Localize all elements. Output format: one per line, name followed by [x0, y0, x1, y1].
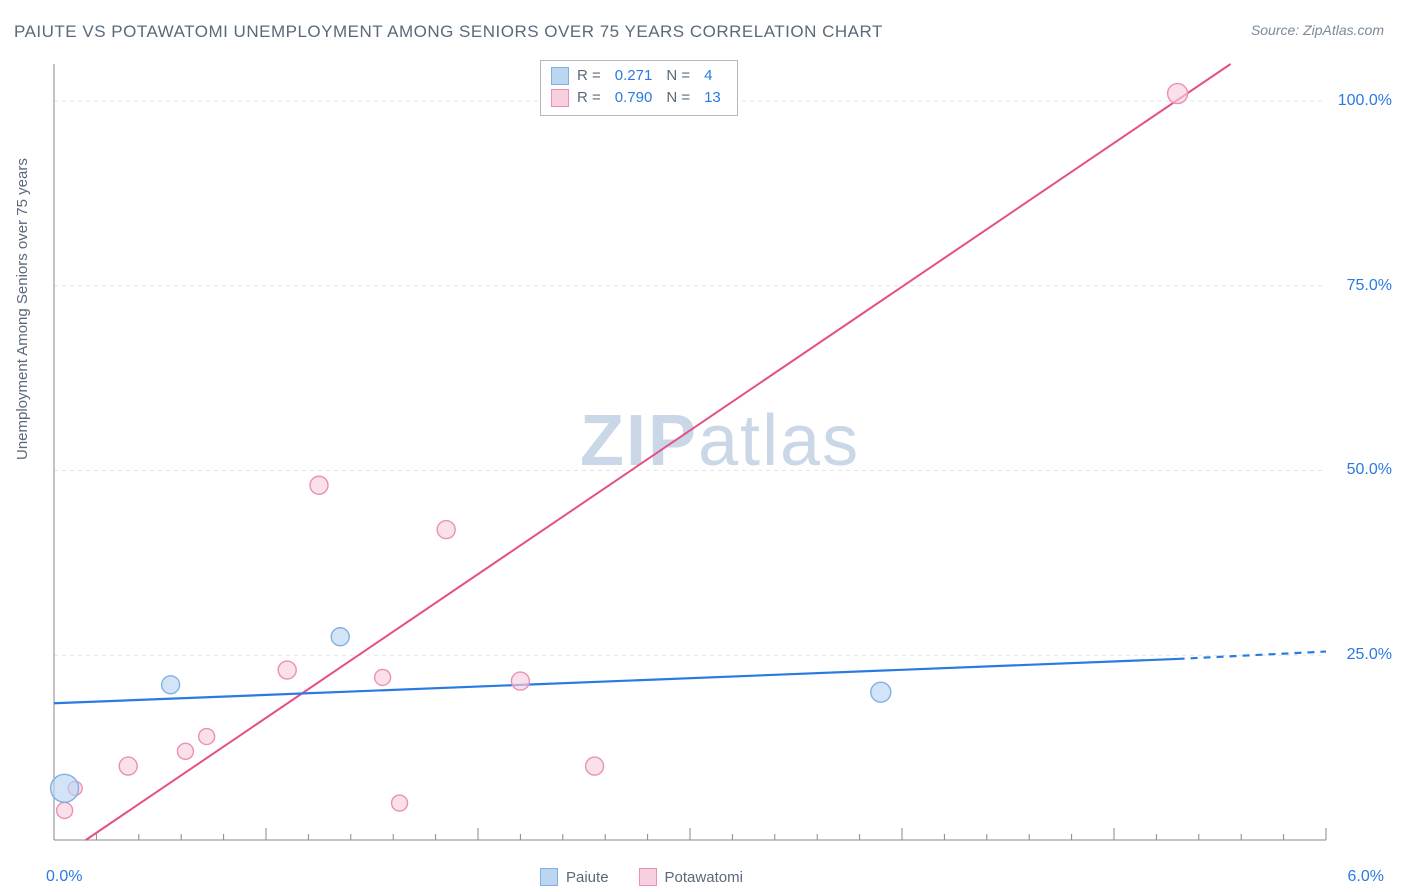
legend-label: Paiute — [566, 869, 609, 886]
n-label: N = — [666, 87, 690, 109]
legend: Paiute Potawatomi — [540, 868, 743, 886]
y-tick-label: 75.0% — [1347, 277, 1392, 295]
y-tick-label: 50.0% — [1347, 461, 1392, 479]
stats-row: R = 0.790 N = 13 — [551, 87, 727, 109]
x-axis-min: 0.0% — [46, 868, 82, 886]
scatter-plot — [50, 60, 1330, 850]
legend-item: Potawatomi — [639, 868, 743, 886]
n-value: 13 — [704, 87, 721, 109]
y-axis-label: Unemployment Among Seniors over 75 years — [14, 158, 31, 460]
r-value: 0.271 — [615, 65, 653, 87]
r-value: 0.790 — [615, 87, 653, 109]
stats-swatch — [551, 67, 569, 85]
stats-row: R = 0.271 N = 4 — [551, 65, 727, 87]
legend-item: Paiute — [540, 868, 609, 886]
chart-svg — [50, 60, 1330, 850]
source-label: Source: ZipAtlas.com — [1251, 22, 1384, 38]
x-axis-max: 6.0% — [1348, 868, 1384, 886]
legend-swatch — [540, 868, 558, 886]
stats-box: R = 0.271 N = 4 R = 0.790 N = 13 — [540, 60, 738, 116]
n-value: 4 — [704, 65, 712, 87]
y-tick-label: 25.0% — [1347, 646, 1392, 664]
legend-swatch — [639, 868, 657, 886]
r-label: R = — [577, 87, 601, 109]
legend-label: Potawatomi — [665, 869, 743, 886]
n-label: N = — [666, 65, 690, 87]
stats-swatch — [551, 89, 569, 107]
r-label: R = — [577, 65, 601, 87]
y-tick-label: 100.0% — [1338, 92, 1392, 110]
chart-title: PAIUTE VS POTAWATOMI UNEMPLOYMENT AMONG … — [14, 22, 883, 42]
